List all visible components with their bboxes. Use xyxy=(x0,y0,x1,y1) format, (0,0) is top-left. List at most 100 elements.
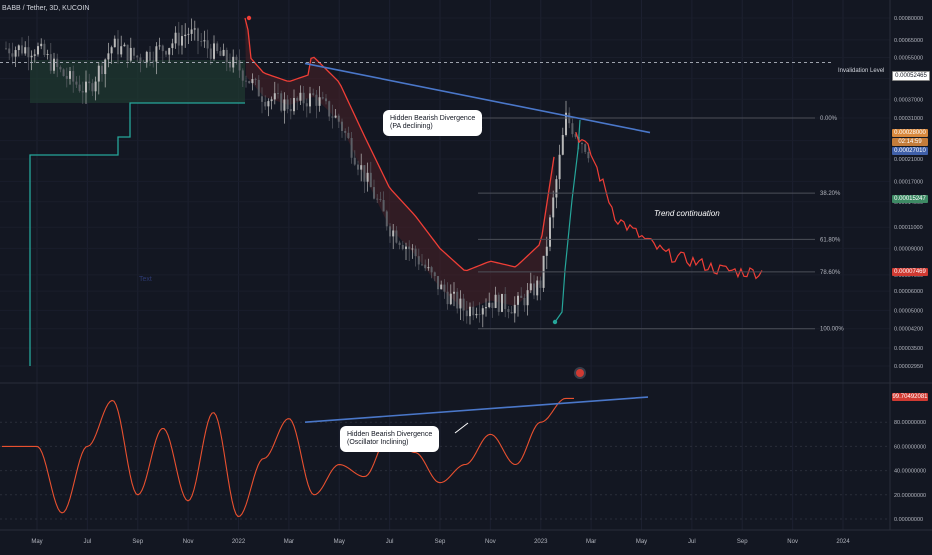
candle-body xyxy=(126,44,129,61)
candle-body xyxy=(136,55,139,58)
price-badge-3: 0.00015247 xyxy=(892,195,928,203)
candle-body xyxy=(91,83,94,92)
candle-body xyxy=(107,53,110,60)
candle-body xyxy=(321,97,324,99)
price-tick-label: 0.00037000 xyxy=(894,97,923,103)
candle-body xyxy=(129,47,132,61)
candle-body xyxy=(280,93,283,111)
candle-body xyxy=(344,130,347,133)
price-badge-1: 0.00028000 xyxy=(892,129,928,137)
candle-body xyxy=(72,71,75,82)
candle-body xyxy=(155,46,158,62)
candle-body xyxy=(369,172,372,188)
osc-tick-label: 0.00000000 xyxy=(894,517,923,523)
candle-body xyxy=(485,307,487,309)
time-tick-label: Jul xyxy=(688,539,696,545)
candle-body xyxy=(197,28,199,41)
candle-body xyxy=(574,134,577,137)
fib-label: 0.00% xyxy=(820,116,838,122)
candle-body xyxy=(529,283,532,291)
candle-body xyxy=(373,187,375,199)
candle-body xyxy=(168,48,171,55)
candle-body xyxy=(5,48,7,50)
candle-body xyxy=(235,56,238,61)
candle-body xyxy=(389,226,391,237)
candle-body xyxy=(94,81,97,92)
candle-body xyxy=(248,81,251,84)
candle-body xyxy=(456,291,459,309)
candle-body xyxy=(232,56,235,68)
supertrend-lines xyxy=(29,15,763,366)
candle-body xyxy=(17,45,20,51)
price-tick-label: 0.00004200 xyxy=(894,327,923,333)
fibonacci-levels: 0.00% 38.20% 61.80% 78.60% 100.00% xyxy=(0,61,844,333)
time-tick-label: Mar xyxy=(284,539,294,545)
downtrend-fill xyxy=(245,18,555,311)
candle-body xyxy=(309,93,311,107)
candle-body xyxy=(504,293,507,310)
candle-body xyxy=(587,151,590,159)
candle-body xyxy=(497,294,500,312)
price-trendline xyxy=(304,62,651,134)
candle-body xyxy=(75,81,78,85)
candle-body xyxy=(254,79,257,80)
time-tick-label: May xyxy=(31,539,42,545)
oscillator-value-badge: 99.70492081 xyxy=(892,393,928,401)
candle-body xyxy=(123,44,126,47)
candle-body xyxy=(510,312,513,314)
countdown-badge: 02:14:59 xyxy=(892,138,928,146)
candle-body xyxy=(62,69,65,76)
candle-body xyxy=(481,308,484,315)
candle-body xyxy=(46,54,49,56)
candle-body xyxy=(392,230,395,237)
time-tick-label: 2024 xyxy=(836,539,850,545)
projected-path xyxy=(575,132,763,280)
candle-body xyxy=(104,59,107,75)
candle-body xyxy=(101,65,103,75)
candle-body xyxy=(360,165,363,170)
candle-body xyxy=(142,61,145,63)
candle-body xyxy=(299,92,302,101)
candle-body xyxy=(139,57,142,62)
candle-body xyxy=(501,293,503,312)
candle-body xyxy=(257,79,260,97)
fib-label: 78.60% xyxy=(820,270,841,276)
candle-body xyxy=(158,45,161,47)
candle-body xyxy=(286,99,289,110)
trend-continuation-label: Trend continuation xyxy=(654,209,720,218)
candle-body xyxy=(494,294,497,308)
candle-body xyxy=(213,43,215,59)
oscillator-line xyxy=(2,397,574,518)
candle-body xyxy=(424,264,427,269)
candle-body xyxy=(296,98,299,101)
candle-body xyxy=(270,99,273,102)
candle-body xyxy=(145,51,148,63)
candle-body xyxy=(219,51,222,56)
candle-body xyxy=(398,242,401,245)
candle-body xyxy=(545,246,548,256)
candle-body xyxy=(264,101,267,107)
candle-body xyxy=(241,70,244,81)
candle-body xyxy=(558,154,561,180)
candle-body xyxy=(446,291,449,305)
candle-body xyxy=(206,40,209,49)
price-tick-label: 0.00021000 xyxy=(894,157,923,163)
candle-body xyxy=(526,290,529,306)
fib-label: 61.80% xyxy=(820,237,841,243)
candle-body xyxy=(8,48,11,54)
candle-body xyxy=(85,81,87,93)
candle-body xyxy=(405,246,407,250)
candle-body xyxy=(491,302,494,308)
candle-body xyxy=(315,94,318,106)
candle-body xyxy=(222,49,225,56)
candle-body xyxy=(453,291,455,294)
candle-body xyxy=(305,103,308,107)
candle-body xyxy=(437,276,439,290)
candle-body xyxy=(229,62,231,68)
oscillator-divergence-callout: Hidden Bearish Divergence (Oscillator In… xyxy=(340,426,440,452)
invalidation-price-badge: 0.00052465 xyxy=(892,71,930,81)
candle-body xyxy=(37,46,39,55)
candle-body xyxy=(251,79,254,84)
